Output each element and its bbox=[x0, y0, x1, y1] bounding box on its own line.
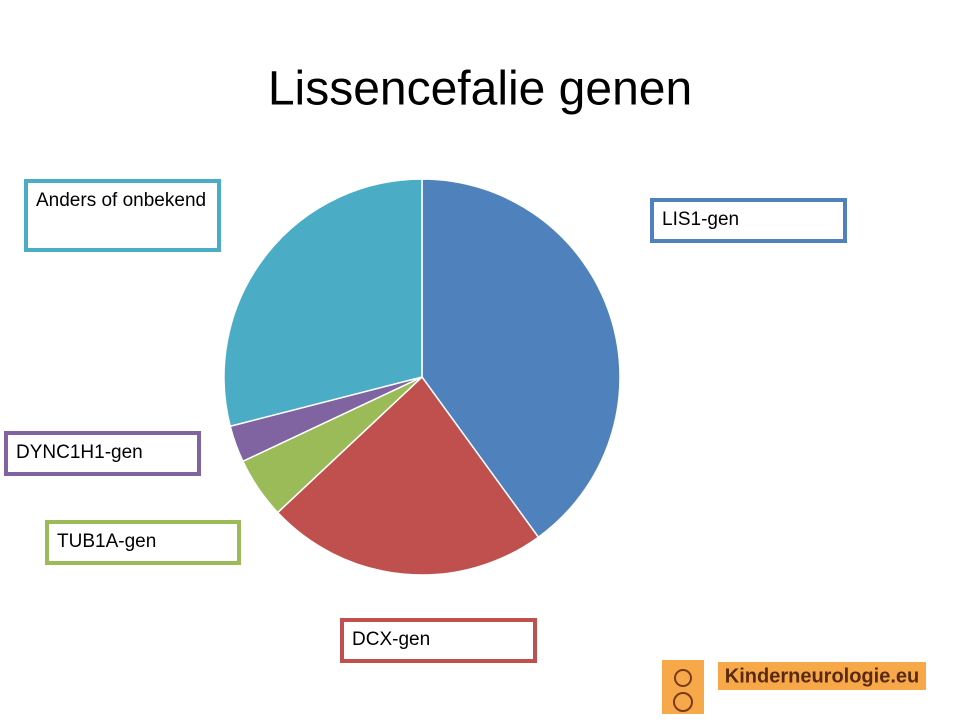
logo-band bbox=[718, 662, 926, 690]
logo-icon-wheel bbox=[673, 692, 693, 712]
legend-label: LIS1-gen bbox=[662, 209, 739, 230]
pie-slice bbox=[276, 375, 540, 576]
logo-icon-head bbox=[674, 669, 692, 687]
legend-box bbox=[45, 520, 241, 565]
legend-label: TUB1A-gen bbox=[57, 531, 156, 552]
pie-slice bbox=[223, 178, 423, 428]
chart-title: Lissencefalie genen bbox=[268, 63, 692, 116]
legend-box bbox=[340, 618, 537, 663]
legend-box bbox=[650, 198, 847, 243]
legend-label: DCX-gen bbox=[352, 629, 430, 650]
logo: Kinderneurologie.eu bbox=[662, 660, 926, 714]
legend-box bbox=[24, 179, 221, 252]
logo-text: Kinderneurologie.eu bbox=[725, 665, 919, 687]
pie-slice bbox=[421, 178, 621, 539]
legend-box bbox=[4, 431, 201, 476]
legend-label: Anders of onbekend bbox=[36, 190, 206, 211]
legend-label: DYNC1H1-gen bbox=[16, 442, 143, 463]
